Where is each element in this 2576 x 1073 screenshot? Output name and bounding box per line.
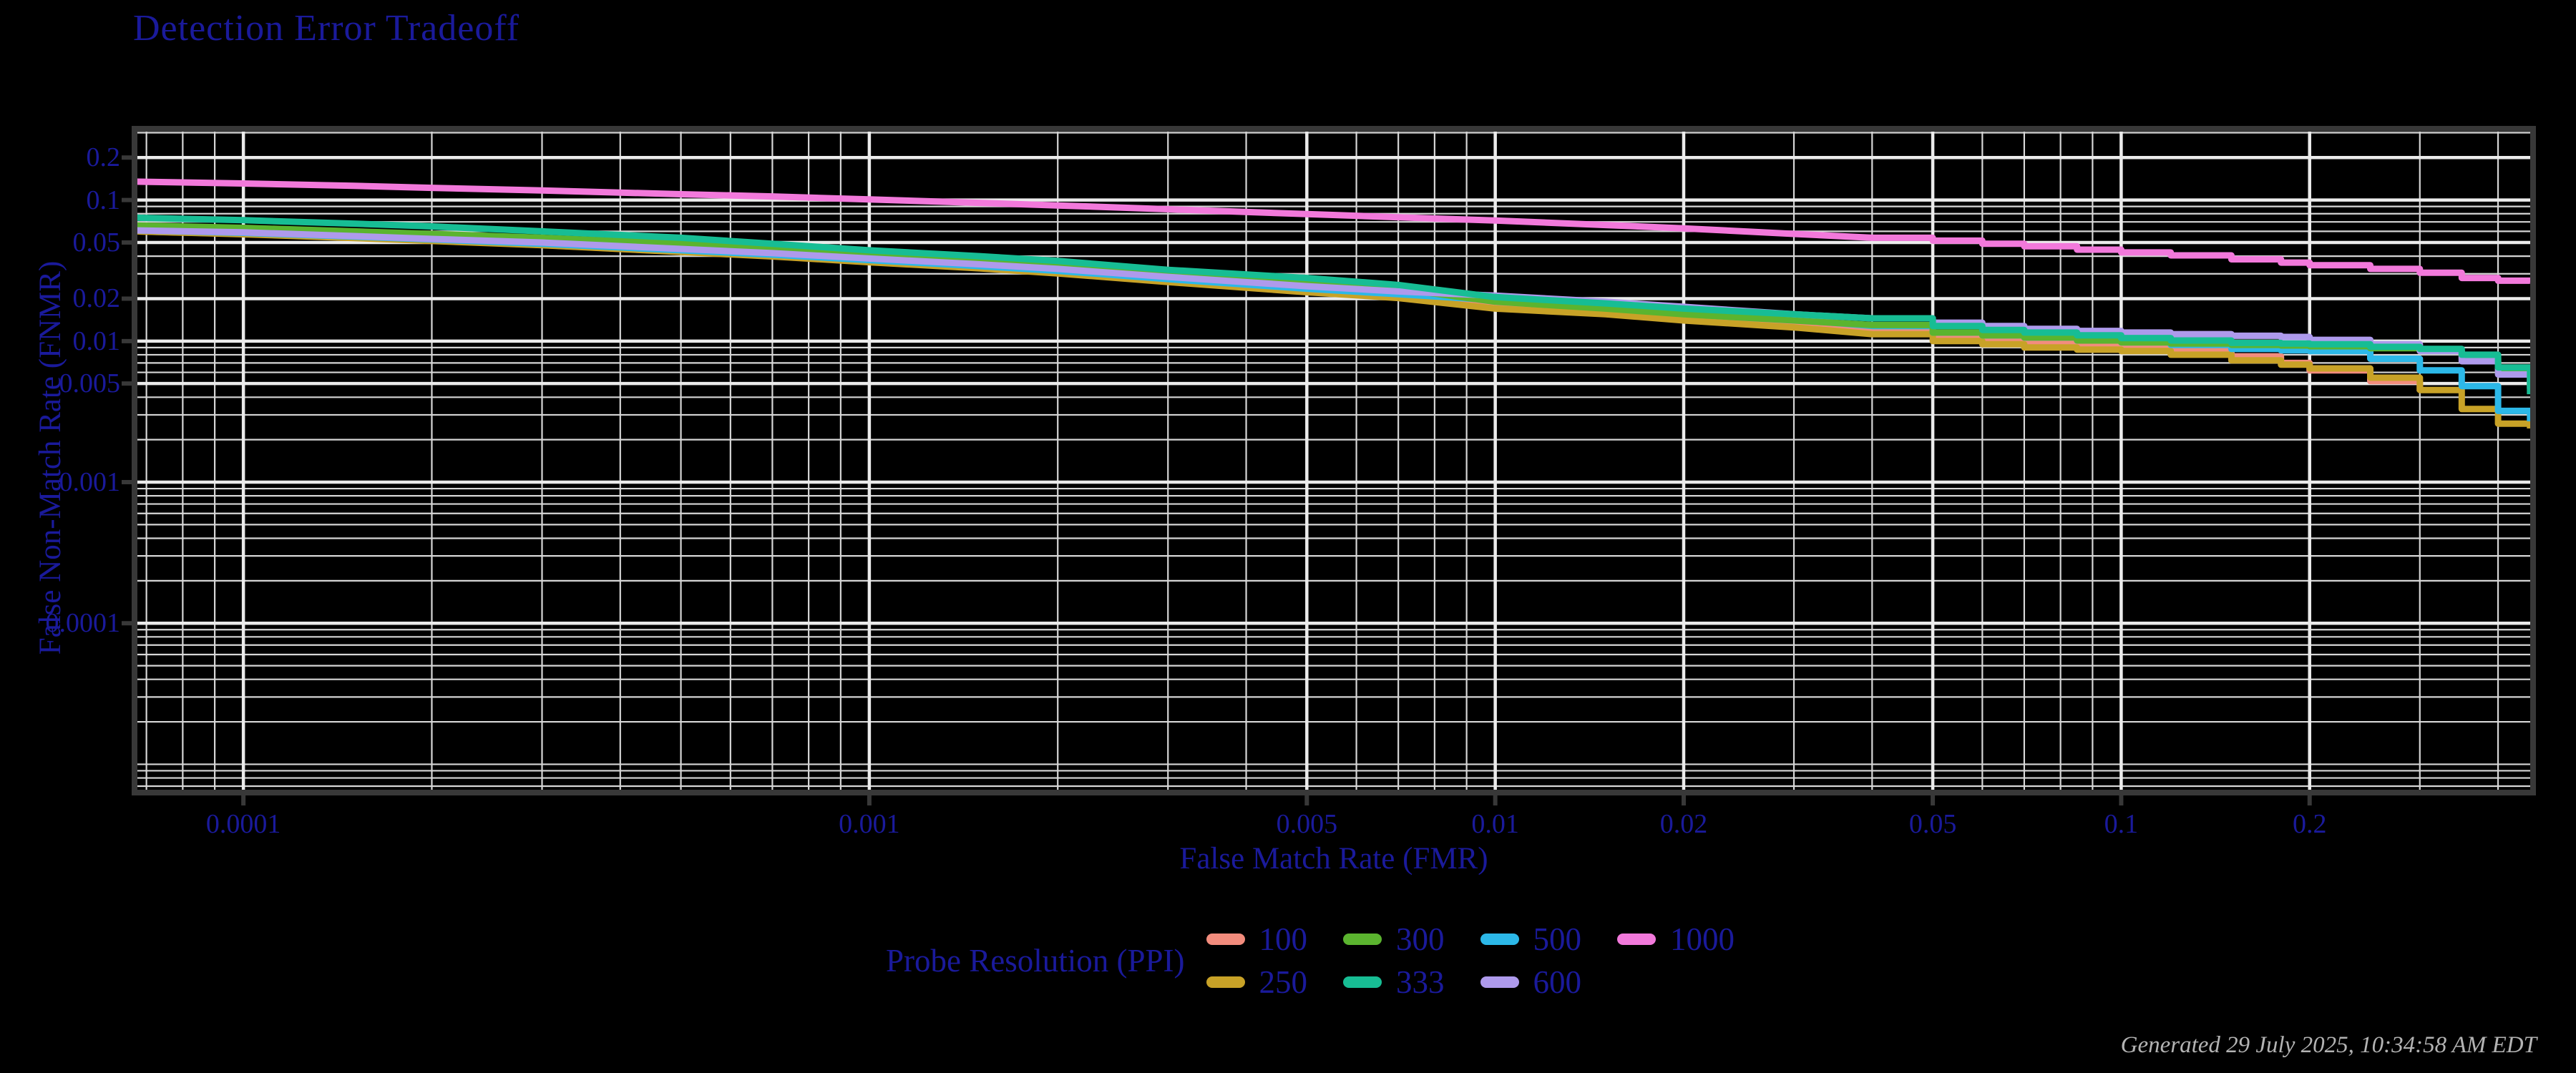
x-tick-label: 0.02	[1659, 809, 1708, 839]
legend-swatch-icon	[1206, 976, 1245, 988]
generated-timestamp: Generated 29 July 2025, 10:34:58 AM EDT	[2120, 1032, 2537, 1058]
y-tick-label: 0.1	[86, 185, 121, 215]
y-tick-label: 0.005	[59, 368, 121, 399]
y-tick-label: 0.001	[59, 467, 121, 498]
curves	[135, 178, 2533, 428]
legend-entry-label: 333	[1396, 964, 1445, 1000]
x-tick-label: 0.1	[2104, 809, 2139, 839]
legend-entry-100: 100	[1206, 920, 1308, 959]
legend-entry-333: 333	[1343, 963, 1445, 1001]
legend-entry-250: 250	[1206, 963, 1308, 1001]
legend-entry-label: 600	[1533, 964, 1582, 1000]
y-tick-label: 0.0001	[45, 608, 121, 639]
legend-entry-600: 600	[1480, 963, 1582, 1001]
legend-swatch-icon	[1480, 976, 1519, 988]
legend: Probe Resolution (PPI) 100 250 300 333 500 60…	[886, 920, 1735, 1001]
legend-entry-300: 300	[1343, 920, 1445, 959]
legend-entry-label: 250	[1259, 964, 1308, 1000]
x-tick-label: 0.001	[839, 809, 900, 839]
legend-swatch-icon	[1480, 934, 1519, 945]
legend-entry-label: 100	[1259, 921, 1308, 957]
legend-swatch-icon	[1206, 934, 1245, 945]
legend-entry-label: 1000	[1670, 921, 1735, 957]
x-tick-label: 0.01	[1471, 809, 1519, 839]
x-tick-label: 0.2	[2292, 809, 2327, 839]
legend-swatch-icon	[1617, 934, 1657, 945]
y-tick-label: 0.02	[72, 283, 121, 314]
x-tick-label: 0.005	[1276, 809, 1338, 839]
legend-swatch-icon	[1343, 976, 1382, 988]
legend-entry-500: 500	[1480, 920, 1582, 959]
legend-title: Probe Resolution (PPI)	[886, 943, 1185, 979]
legend-entry-label: 500	[1533, 921, 1582, 957]
y-tick-label: 0.05	[72, 227, 121, 258]
legend-entry-1000: 1000	[1617, 920, 1735, 959]
x-axis-label: False Match Rate (FMR)	[1179, 842, 1488, 876]
x-tick-label: 0.05	[1908, 809, 1957, 839]
y-tick-label: 0.2	[86, 142, 121, 173]
legend-entries: 100 250 300 333 500 600 1000	[1206, 920, 1735, 1001]
y-axis-label: False Non-Match Rate (FNMR)	[34, 260, 67, 655]
legend-entry-label: 300	[1396, 921, 1445, 957]
y-tick-label: 0.01	[72, 325, 121, 356]
chart-title: Detection Error Tradeoff	[133, 8, 520, 49]
x-tick-label: 0.0001	[205, 809, 281, 839]
legend-swatch-icon	[1343, 934, 1382, 945]
